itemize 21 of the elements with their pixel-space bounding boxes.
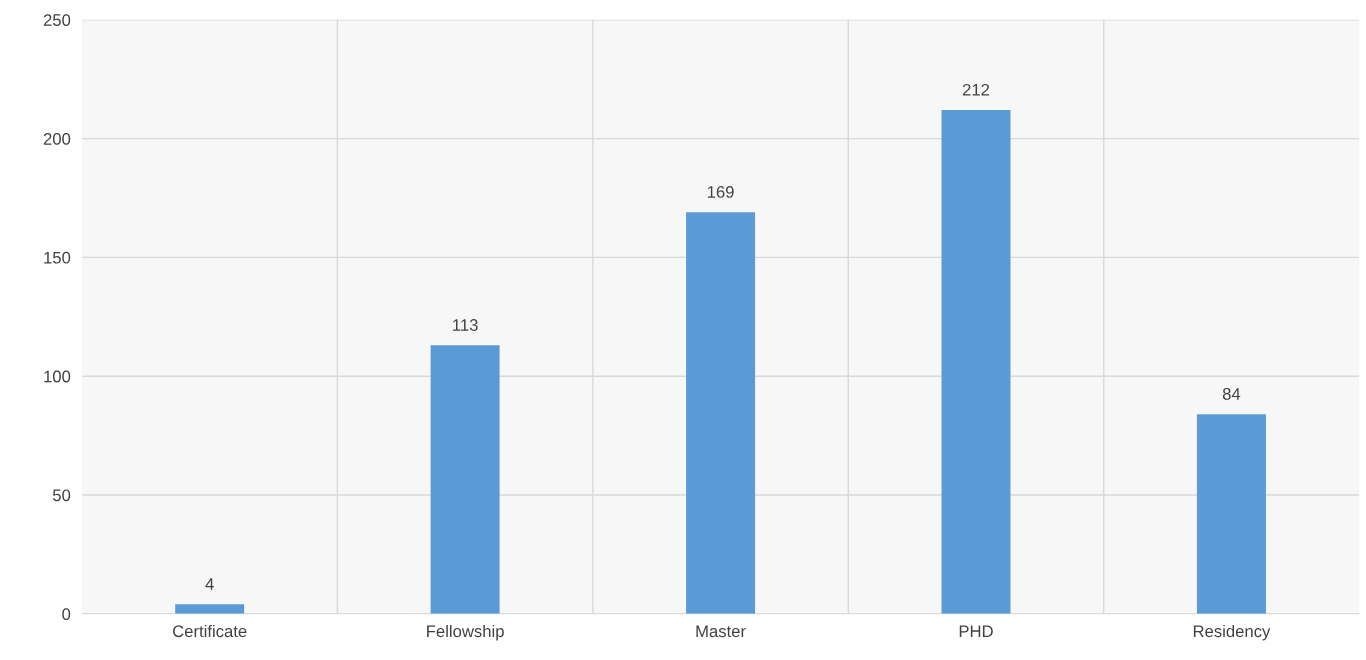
x-tick-label: Certificate bbox=[173, 624, 247, 638]
data-label: 84 bbox=[1222, 388, 1241, 400]
bar bbox=[686, 212, 756, 614]
bar bbox=[430, 345, 500, 614]
x-tick-label: Residency bbox=[1193, 624, 1271, 641]
data-label: 113 bbox=[453, 319, 478, 331]
y-tick-label: 50 bbox=[52, 489, 71, 502]
data-label: 169 bbox=[707, 186, 734, 198]
x-tick-label: PHD bbox=[959, 625, 993, 637]
y-tick-label: 150 bbox=[44, 251, 71, 264]
x-tick-label: Fellowship bbox=[427, 624, 504, 641]
y-tick-label: 200 bbox=[43, 133, 71, 145]
y-tick-label: 100 bbox=[44, 370, 71, 383]
y-tick-label: 0 bbox=[62, 608, 71, 620]
bar bbox=[175, 604, 245, 614]
y-tick-label: 250 bbox=[43, 14, 71, 26]
data-label: 212 bbox=[962, 83, 990, 96]
x-tick-label: Master bbox=[696, 625, 746, 638]
bar bbox=[941, 110, 1011, 614]
data-label: 4 bbox=[205, 578, 214, 590]
bar bbox=[1196, 414, 1266, 614]
